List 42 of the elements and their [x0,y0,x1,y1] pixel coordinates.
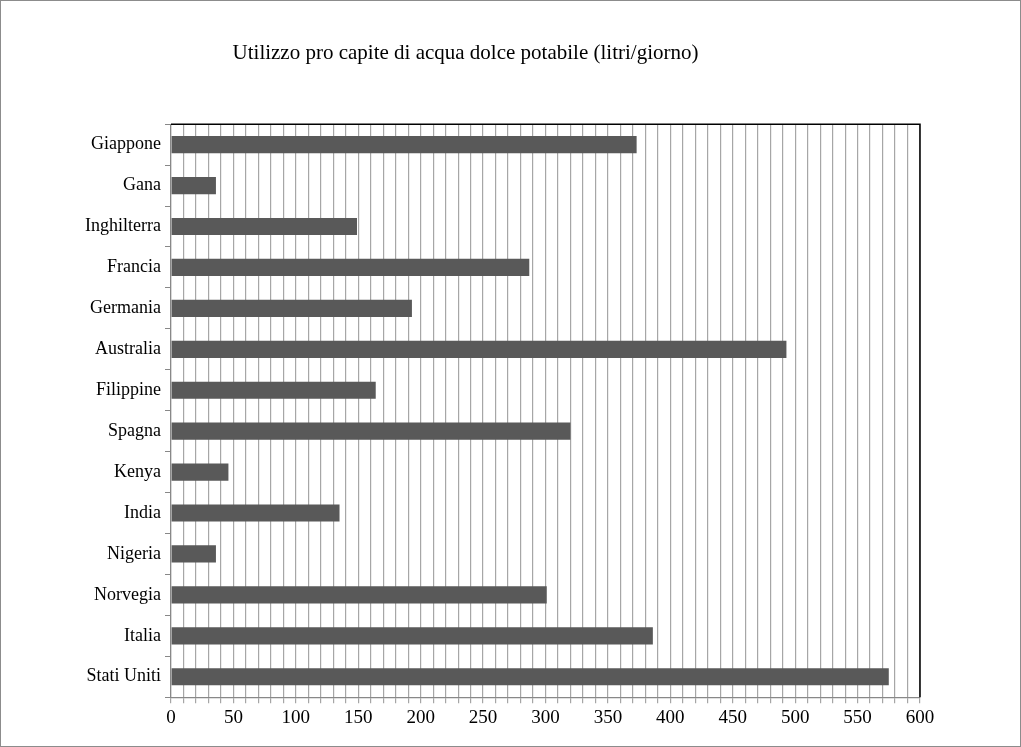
y-tick-label: Kenya [114,460,161,481]
bar [171,299,412,317]
bar [171,217,357,236]
x-tick-label: 400 [656,705,685,727]
y-tick-label: India [124,501,162,522]
x-tick-label: 100 [281,705,311,727]
y-tick-label: Norvegia [94,583,161,604]
bar [171,258,530,277]
x-tick-label: 600 [905,705,935,727]
bar [171,422,571,440]
y-tick-label: Australia [95,338,162,359]
x-tick-label: 450 [718,705,747,727]
x-tick-label: 50 [223,705,243,727]
x-tick-label: 150 [344,705,373,727]
y-tick-label: Spagna [108,419,161,440]
bar [171,545,216,563]
y-tick-label: Inghilterra [85,215,162,236]
y-tick-label: Germania [90,297,161,318]
y-tick-label: Stati Uniti [86,665,161,686]
x-tick-label: 350 [593,705,623,727]
x-tick-label: 550 [843,705,872,727]
bar [171,668,889,686]
x-tick-label: 200 [406,705,435,727]
bar [171,340,787,358]
bar [171,136,637,154]
x-tick-label: 500 [780,705,810,727]
y-tick-label: Gana [123,174,161,195]
x-tick-label: 300 [531,705,560,727]
chart-title: Utilizzo pro capite di acqua dolce potabile (litri/giorno) [232,40,699,65]
x-tick-label: 0 [166,705,176,727]
bar [171,504,340,522]
bar [171,627,653,645]
y-tick-label: Nigeria [107,542,161,563]
y-tick-label: Francia [107,256,161,277]
y-tick-label: Italia [124,624,161,645]
bar [171,381,376,399]
bar [171,586,547,604]
bar [171,177,216,195]
y-tick-label: Filippine [95,378,161,399]
bar [171,463,229,481]
x-tick-label: 250 [468,705,498,727]
y-tick-label: Giappone [91,133,161,154]
